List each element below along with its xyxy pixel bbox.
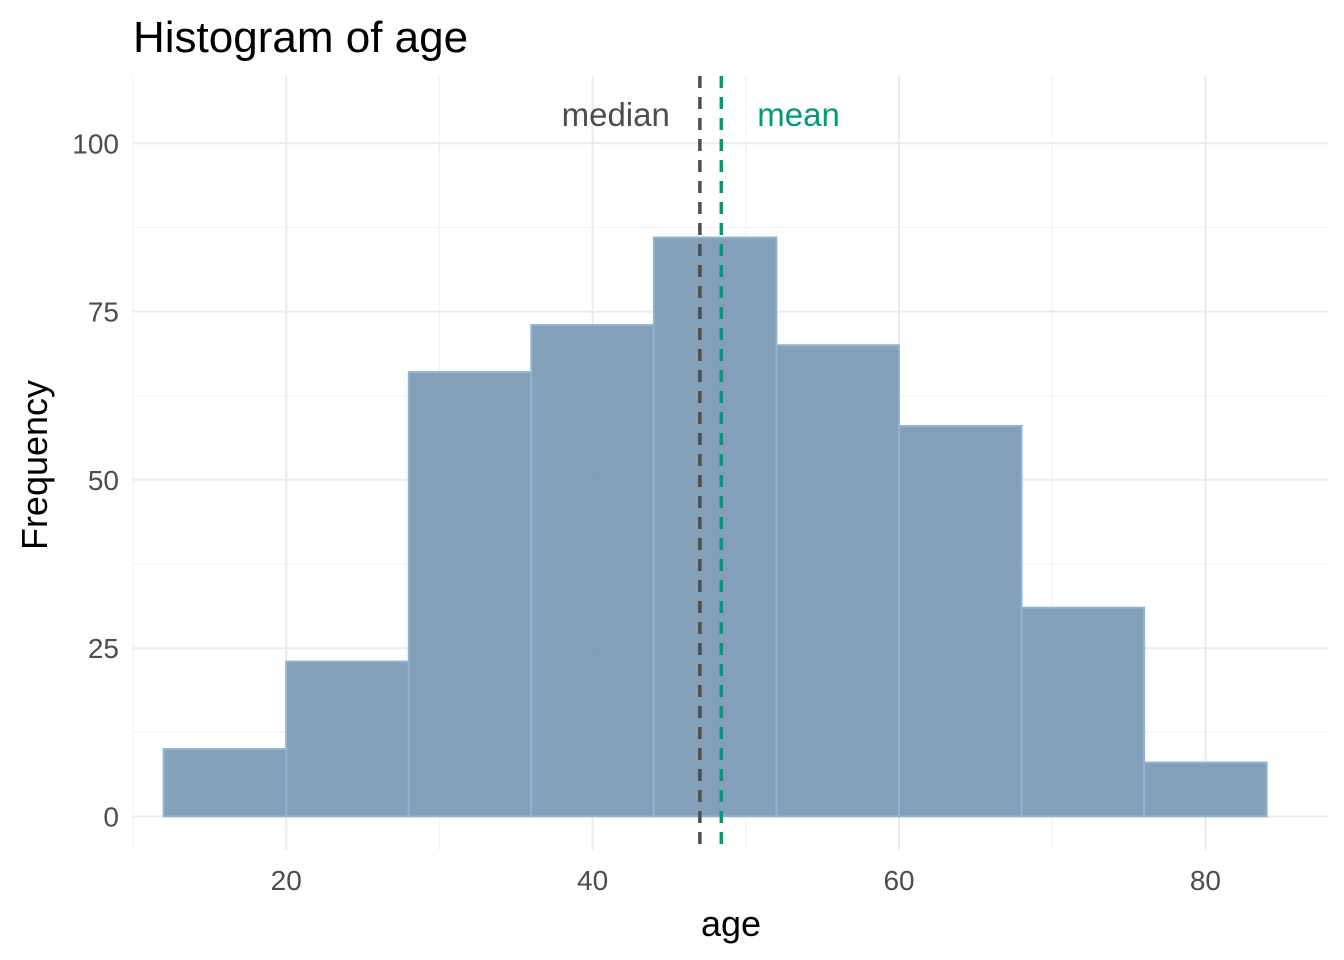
- y-tick-label: 100: [72, 128, 119, 159]
- y-tick-label: 25: [88, 633, 119, 664]
- histogram-bars: [162, 236, 1268, 818]
- x-tick-label: 40: [577, 865, 608, 896]
- x-tick-label: 80: [1190, 865, 1221, 896]
- mean-label: mean: [757, 96, 840, 133]
- chart-title: Histogram of age: [133, 13, 468, 62]
- histogram-bar: [1143, 761, 1268, 818]
- reference-lines: median mean: [562, 76, 840, 850]
- y-axis-title: Frequency: [14, 380, 55, 550]
- y-tick-label: 50: [88, 465, 119, 496]
- y-tick-label: 75: [88, 297, 119, 328]
- x-axis-title: age: [701, 903, 761, 944]
- x-tick-label: 60: [883, 865, 914, 896]
- histogram-bar: [898, 424, 1023, 818]
- histogram-bar: [162, 748, 288, 818]
- x-tick-label: 20: [271, 865, 302, 896]
- x-axis-ticks: 20 40 60 80: [271, 865, 1221, 896]
- histogram-bar: [652, 236, 778, 818]
- y-tick-label: 0: [103, 801, 119, 832]
- y-axis-ticks: 0 25 50 75 100: [72, 128, 119, 832]
- histogram-bar: [775, 344, 901, 818]
- median-label: median: [562, 96, 670, 133]
- histogram-bar: [530, 324, 655, 818]
- histogram-bar: [285, 660, 410, 818]
- histogram-bar: [1020, 606, 1146, 818]
- histogram-bar: [407, 371, 533, 818]
